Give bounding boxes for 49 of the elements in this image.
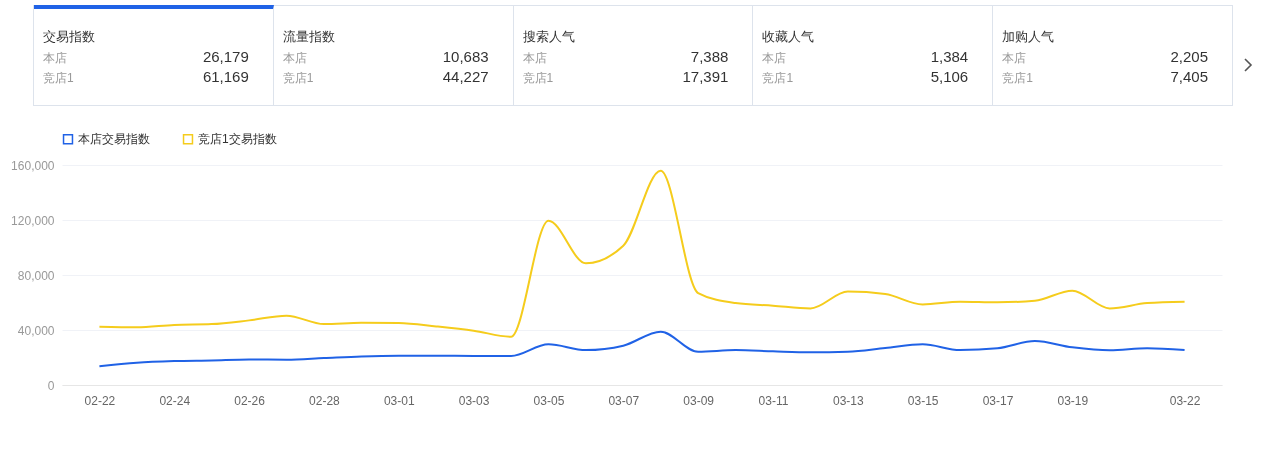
x-tick-label: 03-17: [982, 393, 1014, 408]
y-tick-label: 40,000: [17, 323, 55, 338]
text: 竞店1: [522, 70, 554, 87]
text: 竞店1: [282, 70, 314, 87]
x-tick-label: 03-05: [533, 393, 565, 408]
text: 本店: [282, 50, 307, 67]
text: 搜索人气: [522, 28, 576, 46]
text: 竞店1: [762, 70, 794, 87]
legend-label: 竞店1交易指数: [198, 132, 277, 147]
y-tick-label: 0: [47, 378, 55, 393]
legend-label: 本店交易指数: [78, 132, 150, 147]
text: 61,169: [202, 68, 249, 85]
text: 交易指数: [43, 28, 96, 46]
text: 本店: [1002, 50, 1027, 67]
text: 流量指数: [282, 28, 336, 46]
text: 26,179: [202, 48, 249, 65]
text: 5,106: [930, 68, 969, 85]
x-tick-label: 03-13: [832, 393, 864, 408]
x-tick-label: 03-03: [458, 393, 490, 408]
x-tick-label: 03-07: [608, 393, 640, 408]
text: 竞店1: [1002, 70, 1033, 87]
text: 2,205: [1170, 48, 1208, 65]
x-tick-label: 03-09: [683, 393, 715, 408]
y-tick-label: 80,000: [17, 268, 55, 283]
text: 7,388: [690, 48, 729, 65]
text: 本店: [762, 50, 787, 67]
x-tick-label: 02-28: [309, 393, 341, 408]
x-tick-label: 03-19: [1057, 393, 1089, 408]
y-tick-label: 120,000: [11, 213, 55, 228]
x-tick-label: 03-11: [758, 393, 789, 408]
text: 7,405: [1170, 68, 1208, 85]
text: 17,391: [682, 68, 729, 85]
text: 本店: [43, 50, 67, 67]
x-tick-label: 03-15: [907, 393, 939, 408]
text: 1,384: [930, 48, 969, 65]
x-tick-label: 03-01: [383, 393, 415, 408]
line-series: [98, 330, 1186, 368]
y-tick-label: 160,000: [11, 158, 55, 173]
line-series: [98, 169, 1186, 338]
text: 10,683: [442, 48, 489, 65]
x-tick-label: 02-24: [159, 393, 191, 408]
text: 加购人气: [1002, 28, 1056, 46]
text: 竞店1: [43, 70, 74, 87]
x-tick-label: 03-22: [1169, 393, 1201, 408]
x-tick-label: 02-22: [84, 393, 116, 408]
x-tick-label: 02-26: [234, 393, 266, 408]
text: 44,227: [442, 68, 489, 85]
text: 本店: [522, 50, 547, 67]
text: 收藏人气: [762, 28, 816, 46]
